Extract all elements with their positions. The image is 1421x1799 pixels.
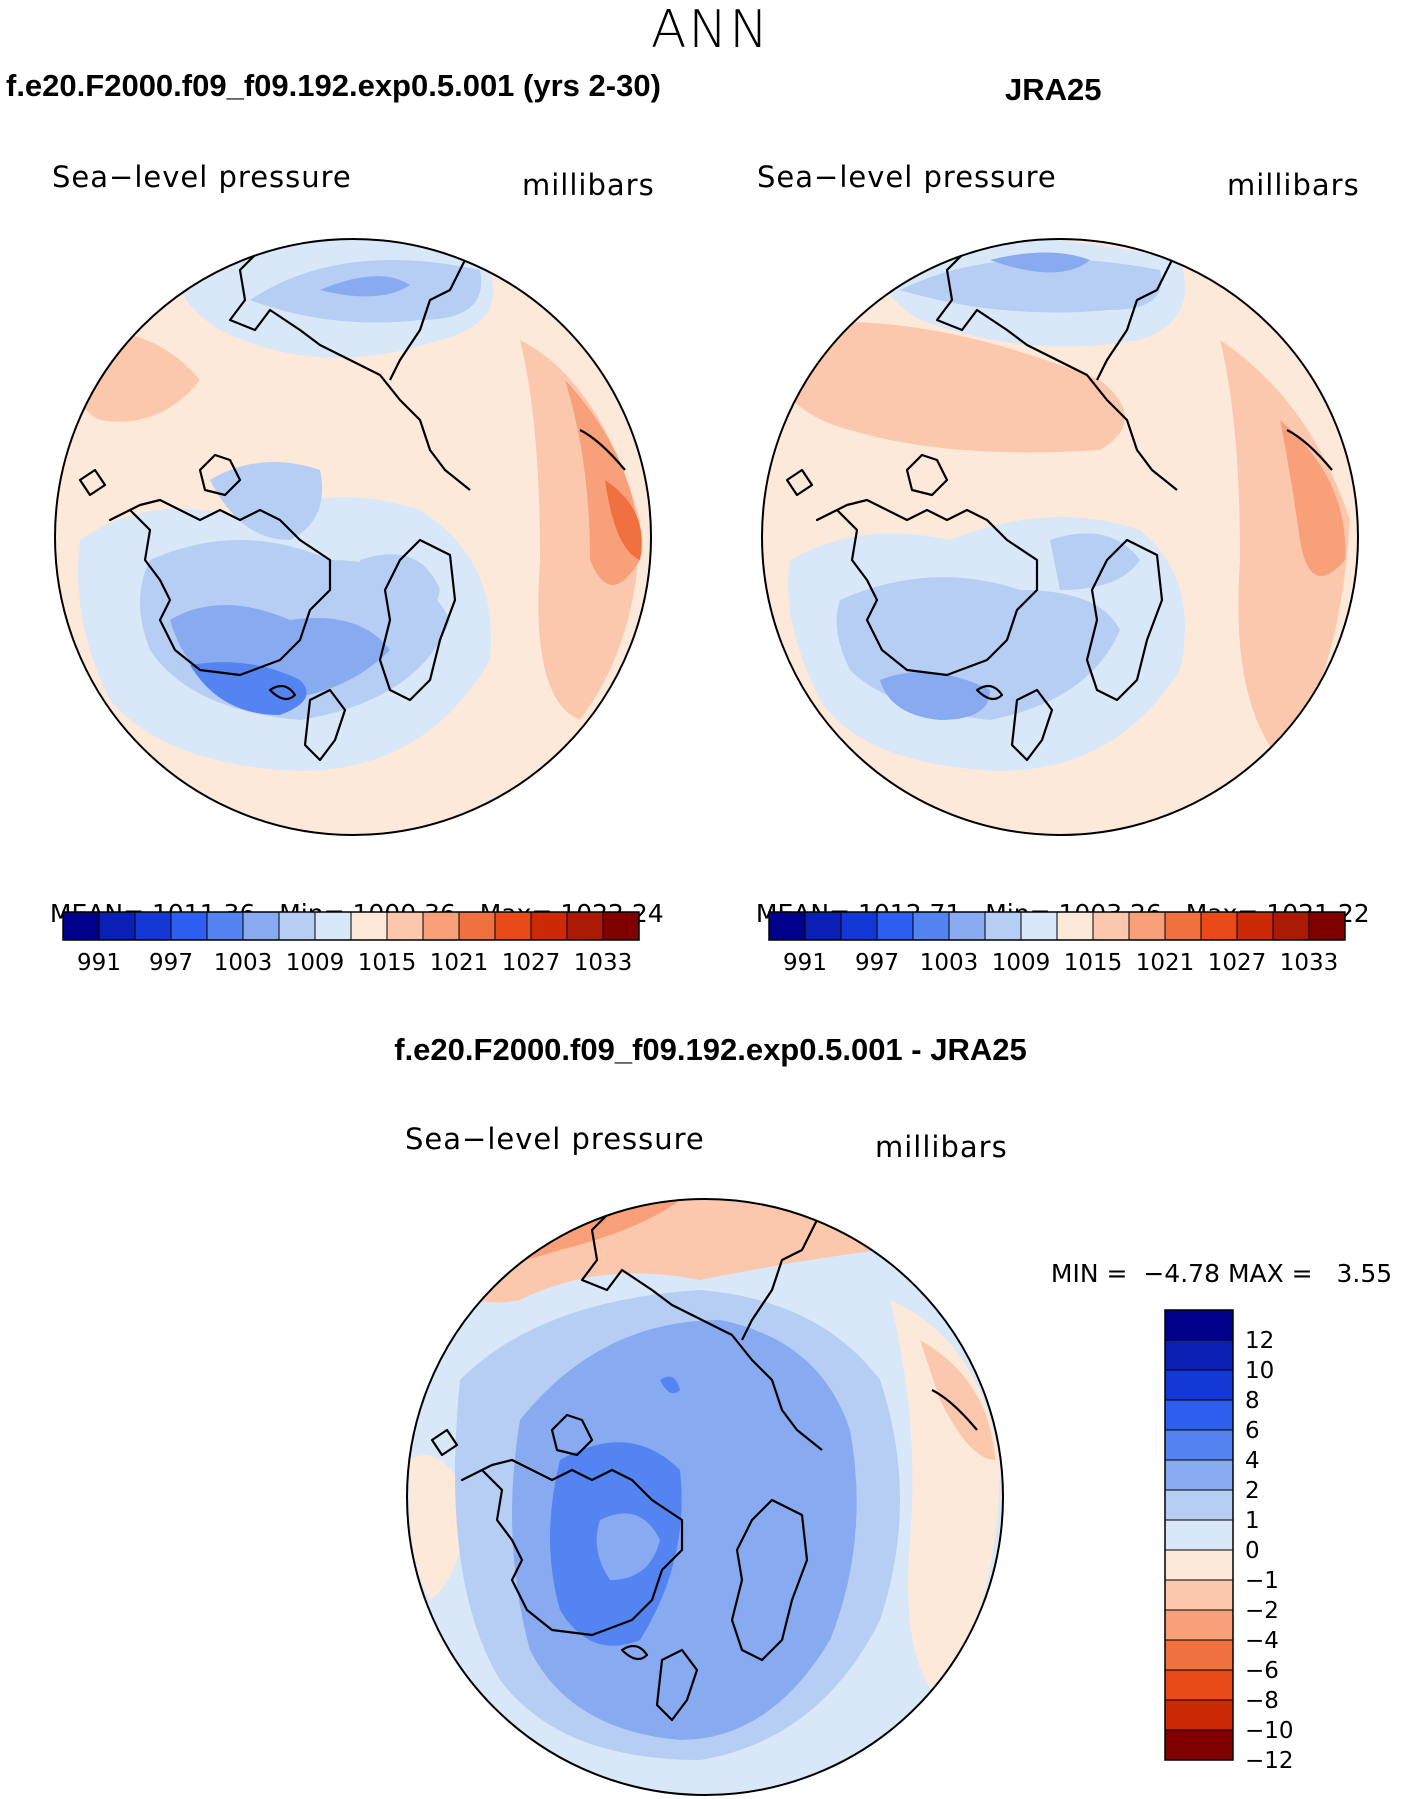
panel-3-colorbar-tick-label: 0 (1245, 1538, 1260, 1564)
panel-3-colorbar-tick-label: −4 (1245, 1628, 1279, 1654)
panel-3-colorbar-swatch (1164, 1369, 1234, 1401)
panel-1-colorbar-swatch (602, 911, 640, 941)
panel-3-colorbar-tick-label: −6 (1245, 1658, 1279, 1684)
panel-1-colorbar: 991 997 1003 1009 1015 1021 1027 1033 (62, 911, 640, 976)
panel-1-colorbar-swatch (422, 911, 460, 941)
panel-2-case-title: JRA25 (1005, 72, 1102, 107)
panel-2-variable-label: Sea−level pressure (757, 160, 1057, 194)
panel-3-colorbar-tick-label: 2 (1245, 1478, 1260, 1504)
panel-3-colorbar-tick-label: −12 (1245, 1748, 1294, 1774)
panel-1-colorbar-tick-label: 997 (149, 950, 193, 976)
panel-3-colorbar-swatch (1164, 1399, 1234, 1431)
panel-3-colorbar-swatch (1164, 1549, 1234, 1581)
panel-2-colorbar-tick-label: 1015 (1064, 950, 1123, 976)
panel-1-colorbar-tick-label: 1033 (574, 950, 633, 976)
panel-1-colorbar-swatch (98, 911, 136, 941)
panel-2-colorbar-swatch (948, 911, 986, 941)
page-title: ANN (650, 0, 771, 60)
panel-1-units-label: millibars (522, 168, 655, 202)
panel-2-colorbar-tick-label: 1003 (920, 950, 979, 976)
panel-3-colorbar-swatch (1164, 1459, 1234, 1491)
panel-3-stats: MIN = −4.78 MAX = 3.55 (1035, 1230, 1392, 1288)
panel-2-colorbar-swatch (1020, 911, 1058, 941)
panel-3-max-label: MAX = (1227, 1259, 1313, 1288)
panel-1-variable-label: Sea−level pressure (52, 160, 352, 194)
panel-2-colorbar-tick-label: 997 (855, 950, 899, 976)
panel-3-colorbar-tick-label: −8 (1245, 1688, 1279, 1714)
panel-3-colorbar-swatch (1164, 1519, 1234, 1551)
panel-3-max-value: 3.55 (1336, 1259, 1393, 1288)
panel-3-colorbar-tick-label: 8 (1245, 1388, 1260, 1414)
panel-1-colorbar-tick-label: 1003 (214, 950, 273, 976)
panel-3-colorbar-tick-label: −2 (1245, 1598, 1279, 1624)
panel-1-colorbar-swatch (314, 911, 352, 941)
panel-2-colorbar-swatch (1272, 911, 1310, 941)
panel-3-colorbar-tick-label: 12 (1245, 1328, 1274, 1354)
panel-2-colorbar-tick-label: 1027 (1208, 950, 1267, 976)
panel-3-min-value: −4.78 (1143, 1259, 1220, 1288)
panel-2-units-label: millibars (1227, 168, 1360, 202)
panel-3-colorbar-tick-label: −10 (1245, 1718, 1294, 1744)
panel-1-colorbar-tick-label: 991 (77, 950, 121, 976)
panel-3-colorbar-tick-label: 1 (1245, 1508, 1260, 1534)
panel-2-colorbar-swatch (876, 911, 914, 941)
panel-3-colorbar-tick-label: −1 (1245, 1568, 1279, 1594)
panel-2-colorbar-swatch (984, 911, 1022, 941)
panel-2-colorbar-swatch (1236, 911, 1274, 941)
panel-3-min-label: MIN = (1050, 1259, 1128, 1288)
panel-2-colorbar-tick-label: 1009 (992, 950, 1051, 976)
panel-3-colorbar-tick-label: 10 (1245, 1358, 1274, 1384)
panel-3-colorbar-swatch (1164, 1669, 1234, 1701)
panel-3-colorbar-swatch (1164, 1309, 1234, 1341)
panel-3-colorbar-swatch (1164, 1579, 1234, 1611)
panel-1-case-title: f.e20.F2000.f09_f09.192.exp0.5.001 (yrs … (6, 68, 661, 103)
panel-2-colorbar-swatch (1308, 911, 1346, 941)
panel-1-colorbar-tick-label: 1027 (502, 950, 561, 976)
panel-3-colorbar-tick-label: 6 (1245, 1418, 1260, 1444)
panel-1-colorbar-swatch (170, 911, 208, 941)
panel-2-colorbar-swatch (1128, 911, 1166, 941)
panel-3-colorbar-swatch (1164, 1339, 1234, 1371)
panel-1-colorbar-tick-label: 1009 (286, 950, 345, 976)
panel-1-colorbar-swatch (386, 911, 424, 941)
panel-2-colorbar-tick-label: 1021 (1136, 950, 1195, 976)
panel-3-units-label: millibars (875, 1130, 1008, 1164)
panel-1-colorbar-tick-label: 1021 (430, 950, 489, 976)
panel-3-colorbar-swatch (1164, 1609, 1234, 1641)
panel-2-colorbar: 991 997 1003 1009 1015 1021 1027 1033 (768, 911, 1346, 976)
panel-3-colorbar-swatch (1164, 1729, 1234, 1761)
panel-2-colorbar-swatch (1092, 911, 1130, 941)
panel-3-colorbar-swatch (1164, 1489, 1234, 1521)
panel-2-colorbar-tick-label: 991 (783, 950, 827, 976)
panel-3-colorbar-swatch (1164, 1429, 1234, 1461)
panel-3-colorbar-swatch (1164, 1639, 1234, 1671)
panel-1-colorbar-tick-label: 1015 (358, 950, 417, 976)
panel-3-case-title: f.e20.F2000.f09_f09.192.exp0.5.001 - JRA… (394, 1032, 1027, 1067)
panel-3-colorbar-swatch (1164, 1699, 1234, 1731)
panel-2-colorbar-tick-label: 1033 (1280, 950, 1339, 976)
panel-2-colorbar-swatch (1164, 911, 1202, 941)
panel-3-variable-label: Sea−level pressure (405, 1122, 705, 1156)
panel-3-colorbar-tick-label: 4 (1245, 1448, 1260, 1474)
